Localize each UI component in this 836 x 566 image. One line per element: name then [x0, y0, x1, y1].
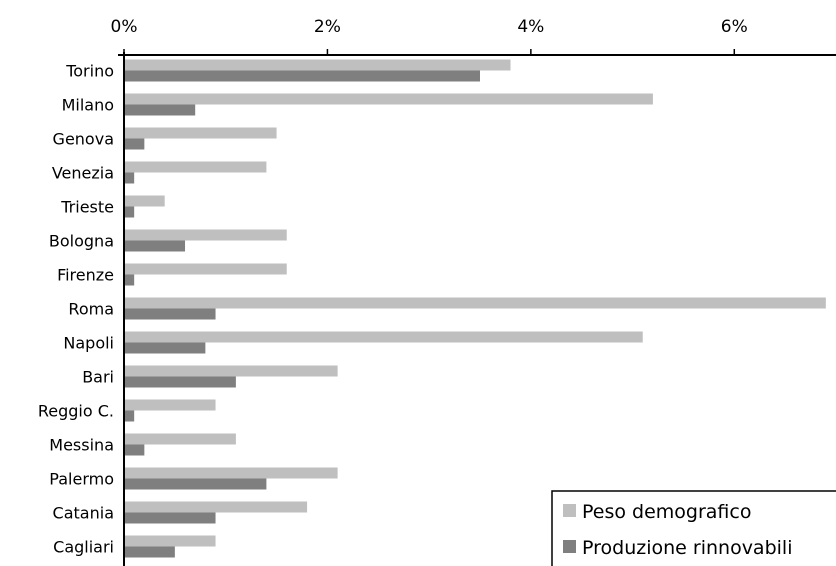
x-tick-label: 4% [517, 17, 544, 37]
bar-peso-demografico [124, 161, 267, 173]
bar-peso-demografico [124, 399, 216, 411]
category-label: Torino [65, 62, 114, 81]
bar-produzione-rinnovabili [124, 512, 216, 524]
bar-produzione-rinnovabili [124, 138, 145, 150]
bar-peso-demografico [124, 93, 653, 105]
bar-peso-demografico [124, 365, 338, 377]
x-tick-label: 2% [314, 17, 341, 37]
bar-peso-demografico [124, 501, 308, 513]
bar-peso-demografico [124, 59, 511, 71]
bar-produzione-rinnovabili [124, 546, 175, 558]
category-label: Venezia [52, 164, 114, 183]
legend: Peso demografico Produzione rinnovabili [551, 490, 836, 566]
category-label: Catania [53, 504, 114, 523]
category-label: Genova [53, 130, 114, 149]
bar-peso-demografico [124, 195, 165, 207]
category-label: Messina [49, 436, 114, 455]
x-tick-label: 0% [111, 17, 138, 37]
category-label: Cagliari [53, 538, 114, 557]
bar-produzione-rinnovabili [124, 342, 206, 354]
bar-peso-demografico [124, 433, 236, 445]
bar-produzione-rinnovabili [124, 478, 267, 490]
category-label: Bari [82, 368, 114, 387]
bar-peso-demografico [124, 467, 338, 479]
bars [124, 59, 826, 558]
category-label: Milano [62, 96, 114, 115]
category-label: Firenze [57, 266, 114, 285]
bar-peso-demografico [124, 127, 277, 139]
bar-peso-demografico [124, 535, 216, 547]
bar-produzione-rinnovabili [124, 240, 186, 252]
x-axis-ticks: 0% 2% 4% 6% [111, 17, 748, 55]
bar-produzione-rinnovabili [124, 104, 196, 116]
bar-peso-demografico [124, 297, 826, 309]
category-label: Napoli [63, 334, 114, 353]
bar-produzione-rinnovabili [124, 308, 216, 320]
legend-box [551, 490, 836, 566]
bar-produzione-rinnovabili [124, 376, 236, 388]
legend-swatch [563, 504, 576, 517]
x-tick-label: 6% [721, 17, 748, 37]
bar-produzione-rinnovabili [124, 172, 135, 184]
bar-produzione-rinnovabili [124, 274, 135, 286]
bar-peso-demografico [124, 331, 643, 343]
bar-produzione-rinnovabili [124, 444, 145, 456]
category-label: Reggio C. [38, 402, 114, 421]
category-labels: Torino Milano Genova Venezia Trieste Bologna F… [38, 62, 114, 557]
bar-produzione-rinnovabili [124, 206, 135, 218]
category-label: Roma [68, 300, 114, 319]
legend-label: Produzione rinnovabili [582, 537, 792, 559]
axes [118, 52, 836, 566]
bar-produzione-rinnovabili [124, 410, 135, 422]
legend-label: Peso demografico [582, 501, 751, 523]
bar-produzione-rinnovabili [124, 70, 480, 82]
legend-swatch [563, 540, 576, 553]
category-label: Trieste [60, 198, 114, 217]
bar-peso-demografico [124, 229, 287, 241]
bar-peso-demografico [124, 263, 287, 275]
category-label: Bologna [49, 232, 114, 251]
category-label: Palermo [49, 470, 114, 489]
